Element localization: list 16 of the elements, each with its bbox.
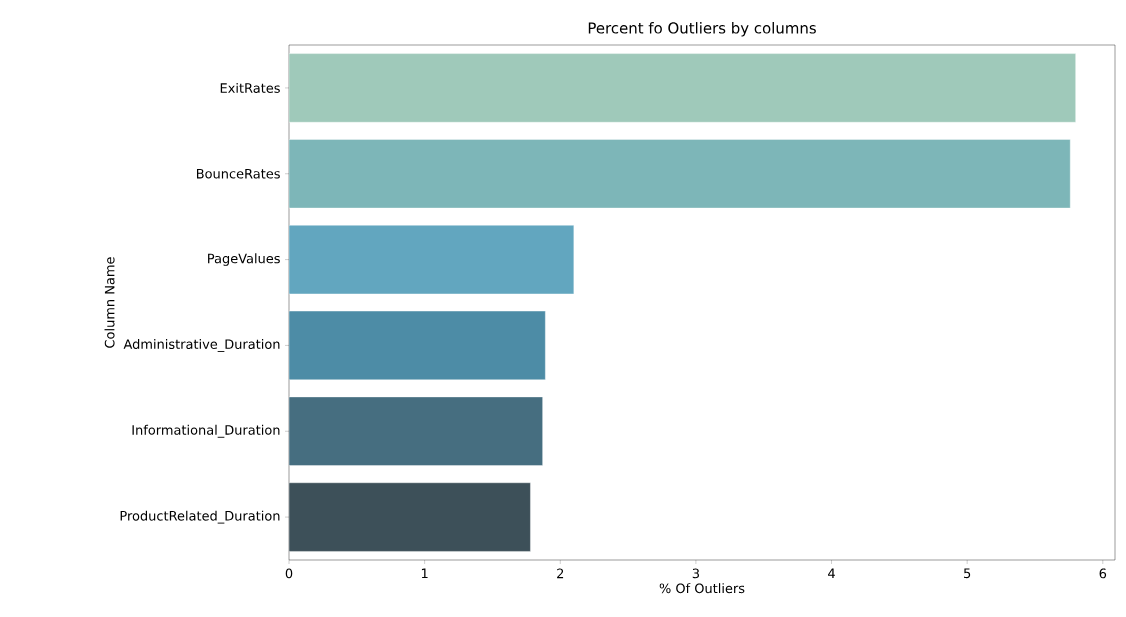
x-tick-label: 1 <box>421 568 428 578</box>
y-tick-label: Informational_Duration <box>132 424 280 438</box>
y-axis-title: Column Name <box>104 257 115 348</box>
x-tick-label: 0 <box>285 568 293 579</box>
y-tick-label: BounceRates <box>196 168 280 179</box>
y-tick-label: PageValues <box>208 253 280 266</box>
chart-title: Percent fo Outliers by columns <box>588 22 816 37</box>
x-tick-label: 3 <box>692 568 699 579</box>
x-tick-label: 6 <box>1099 568 1107 579</box>
x-axis-title: % Of Outliers <box>659 583 745 594</box>
x-tick-label: 2 <box>557 568 564 579</box>
y-tick-label: ProductRelated_Duration <box>120 510 280 524</box>
x-tick-label: 5 <box>964 568 971 579</box>
y-tick-label: ExitRates <box>220 82 280 93</box>
y-tick-label: Administrative_Duration <box>123 338 280 352</box>
x-tick-label: 4 <box>828 568 835 578</box>
